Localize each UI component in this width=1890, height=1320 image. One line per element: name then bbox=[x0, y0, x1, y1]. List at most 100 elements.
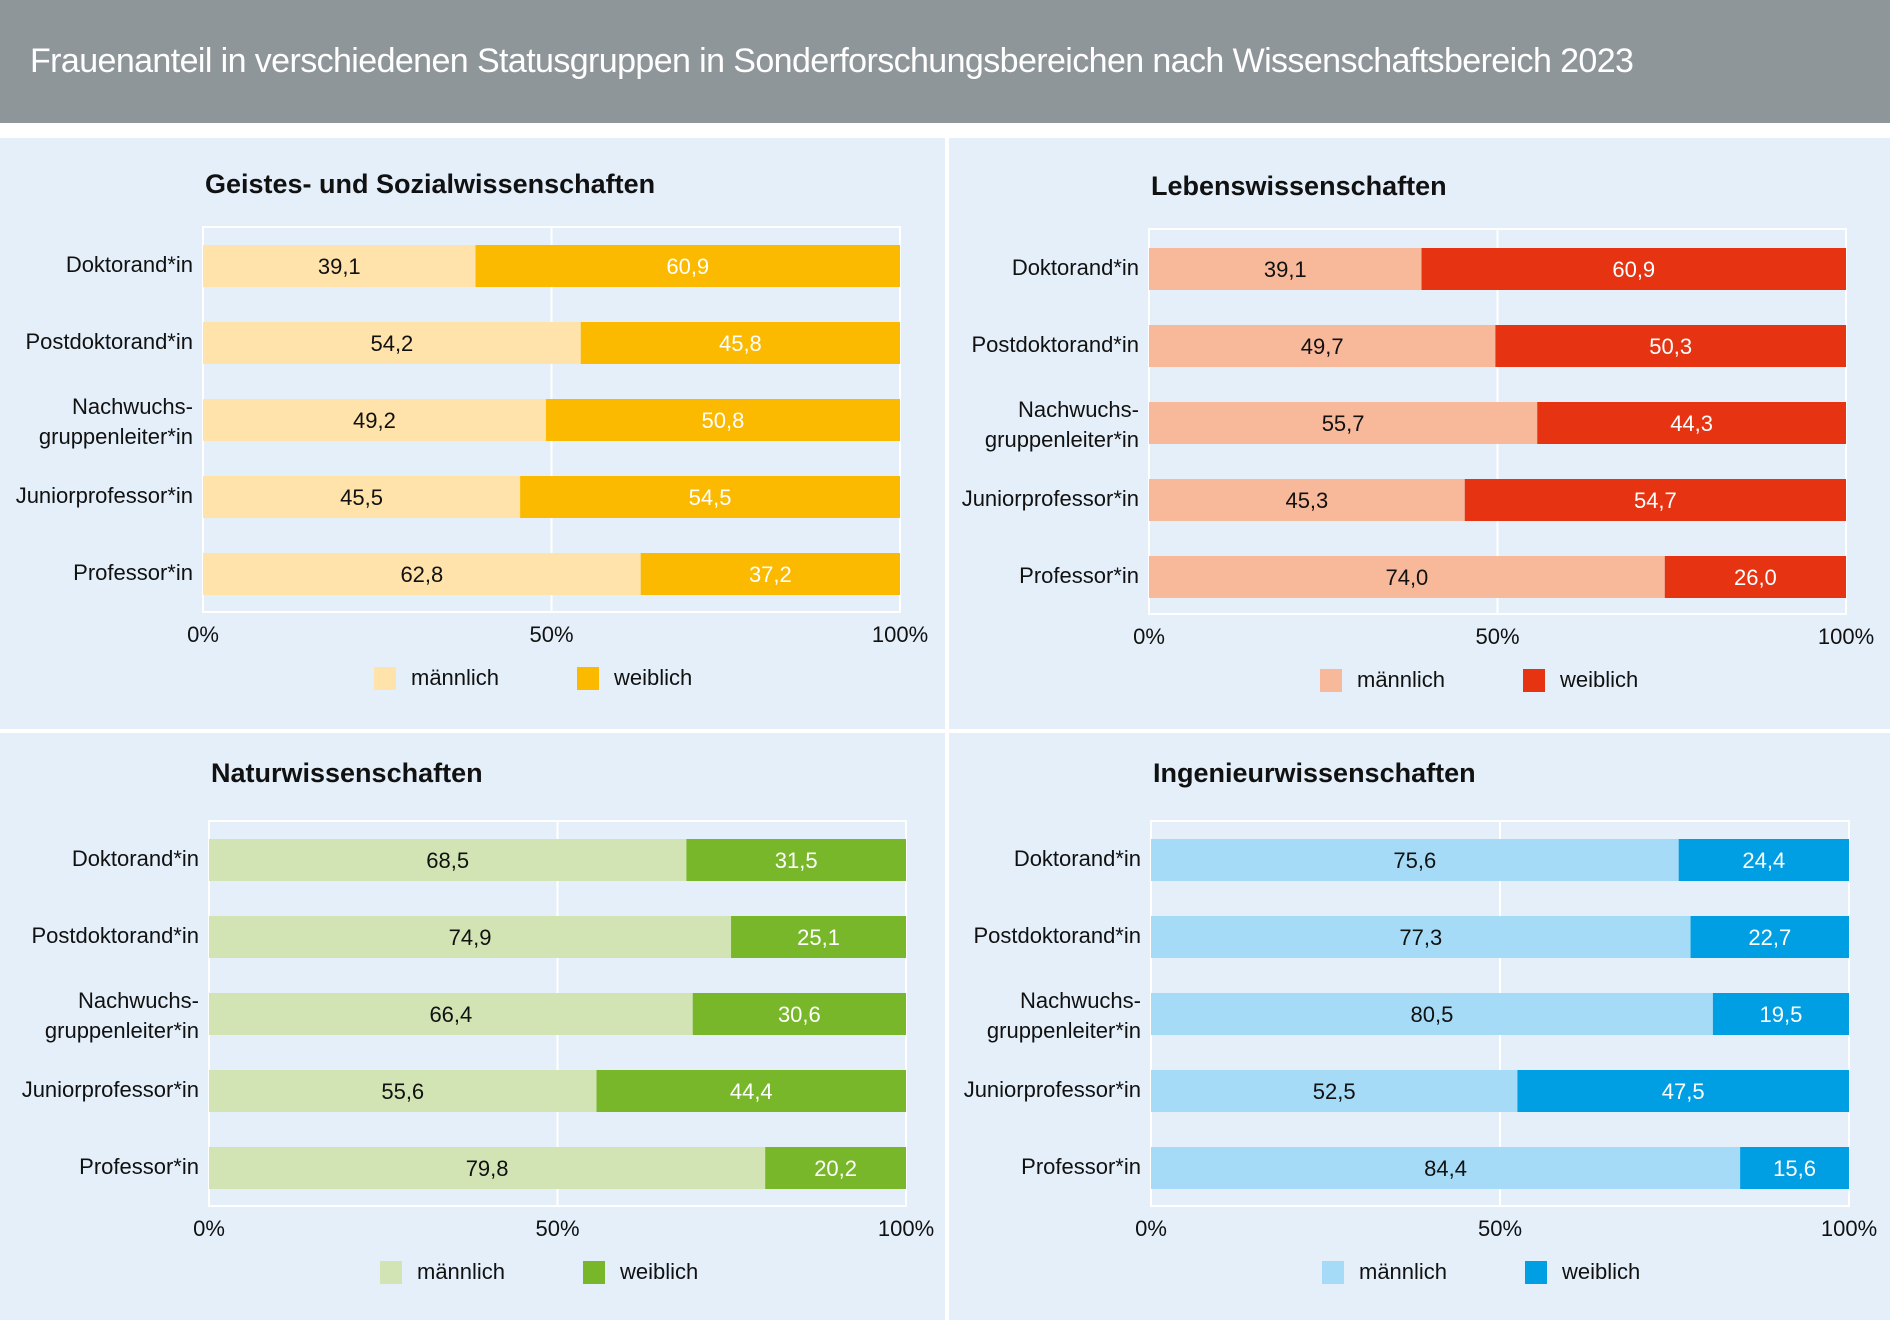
data-label: 74,0 bbox=[1385, 565, 1428, 590]
bar-weiblich bbox=[545, 399, 900, 441]
data-label: 68,5 bbox=[426, 848, 469, 873]
legend-swatch bbox=[583, 1261, 605, 1284]
legend-swatch bbox=[380, 1261, 402, 1284]
bar-maennlich bbox=[209, 993, 693, 1035]
bar-maennlich bbox=[1151, 1147, 1741, 1189]
bar-weiblich bbox=[596, 1070, 906, 1112]
panel-naturwissenschaften: Naturwissenschaften 0% 50% 100% Doktorand*in… bbox=[0, 733, 945, 1320]
chart-title: Lebenswissenschaften bbox=[1151, 171, 1447, 201]
chart-title: Naturwissenschaften bbox=[211, 758, 483, 788]
bar-maennlich bbox=[1149, 325, 1496, 367]
data-label: 54,7 bbox=[1634, 488, 1677, 513]
x-tick-label: 100% bbox=[1821, 1216, 1877, 1241]
data-label: 31,5 bbox=[775, 848, 818, 873]
data-label: 39,1 bbox=[1264, 257, 1307, 282]
data-label: 15,6 bbox=[1773, 1156, 1816, 1181]
category-label: Nachwuchs-gruppenleiter*in bbox=[987, 988, 1141, 1043]
category-label: Juniorprofessor*in bbox=[16, 483, 193, 508]
bar-maennlich bbox=[209, 1070, 597, 1112]
data-label: 84,4 bbox=[1424, 1156, 1467, 1181]
data-label: 26,0 bbox=[1734, 565, 1777, 590]
category-label: Postdoktorand*in bbox=[973, 923, 1141, 948]
bar-maennlich bbox=[203, 553, 641, 595]
bar-maennlich bbox=[209, 916, 732, 958]
category-label: Doktorand*in bbox=[1012, 255, 1139, 280]
chart-svg: Ingenieurwissenschaften 0% 50% 100% Doktoran… bbox=[964, 758, 1877, 1284]
data-label: 52,5 bbox=[1313, 1079, 1356, 1104]
category-label: Professor*in bbox=[1021, 1154, 1141, 1179]
data-label: 74,9 bbox=[449, 925, 492, 950]
data-label: 66,4 bbox=[429, 1002, 472, 1027]
category-label: Professor*in bbox=[1019, 563, 1139, 588]
category-label: Doktorand*in bbox=[66, 252, 193, 277]
bar-weiblich bbox=[731, 916, 906, 958]
bar-weiblich bbox=[1678, 839, 1849, 881]
category-label: Nachwuchs-gruppenleiter*in bbox=[45, 988, 199, 1043]
data-label: 60,9 bbox=[1612, 257, 1655, 282]
data-label: 54,2 bbox=[370, 331, 413, 356]
bar-maennlich bbox=[203, 245, 476, 287]
legend-swatch bbox=[1525, 1261, 1547, 1284]
x-tick-label: 100% bbox=[1818, 624, 1874, 649]
legend-label: männlich bbox=[411, 665, 499, 690]
bar-weiblich bbox=[580, 322, 900, 364]
data-label: 55,6 bbox=[381, 1079, 424, 1104]
bar-weiblich bbox=[520, 476, 900, 518]
bar-weiblich bbox=[1712, 993, 1849, 1035]
bar-maennlich bbox=[203, 322, 581, 364]
data-label: 79,8 bbox=[466, 1156, 509, 1181]
legend-label: männlich bbox=[1357, 667, 1445, 692]
bar-weiblich bbox=[765, 1147, 906, 1189]
data-label: 80,5 bbox=[1411, 1002, 1454, 1027]
bar-weiblich bbox=[640, 553, 900, 595]
data-label: 45,5 bbox=[340, 485, 383, 510]
data-label: 77,3 bbox=[1399, 925, 1442, 950]
category-label: Postdoktorand*in bbox=[25, 329, 193, 354]
data-label: 39,1 bbox=[318, 254, 361, 279]
bar-weiblich bbox=[1537, 402, 1846, 444]
data-label: 62,8 bbox=[400, 562, 443, 587]
x-tick-label: 0% bbox=[1135, 1216, 1167, 1241]
panel-lebenswissenschaften: Lebenswissenschaften 0% 50% 100% Doktorand*i… bbox=[949, 138, 1890, 729]
data-label: 50,8 bbox=[702, 408, 745, 433]
x-tick-label: 50% bbox=[1475, 624, 1519, 649]
legend-swatch bbox=[1322, 1261, 1344, 1284]
bar-maennlich bbox=[1149, 479, 1465, 521]
category-label: Juniorprofessor*in bbox=[962, 486, 1139, 511]
legend-swatch bbox=[577, 667, 599, 690]
bar-maennlich bbox=[1151, 1070, 1518, 1112]
panel-geistes-sozialwissenschaften: Geistes- und Sozialwissenschaften 0% 50% 10… bbox=[0, 138, 945, 729]
legend-label: weiblich bbox=[1561, 1259, 1640, 1284]
legend-label: weiblich bbox=[613, 665, 692, 690]
data-label: 30,6 bbox=[778, 1002, 821, 1027]
x-tick-label: 0% bbox=[187, 622, 219, 647]
bar-weiblich bbox=[1740, 1147, 1849, 1189]
data-label: 50,3 bbox=[1649, 334, 1692, 359]
data-label: 47,5 bbox=[1662, 1079, 1705, 1104]
x-tick-label: 50% bbox=[529, 622, 573, 647]
data-label: 22,7 bbox=[1748, 925, 1791, 950]
bar-maennlich bbox=[209, 839, 687, 881]
bar-weiblich bbox=[692, 993, 906, 1035]
legend-swatch bbox=[1523, 669, 1545, 692]
x-tick-label: 0% bbox=[1133, 624, 1165, 649]
category-label: Nachwuchs-gruppenleiter*in bbox=[985, 397, 1139, 452]
chart-svg: Lebenswissenschaften 0% 50% 100% Doktorand*i… bbox=[962, 171, 1874, 692]
data-label: 44,3 bbox=[1670, 411, 1713, 436]
bar-weiblich bbox=[1517, 1070, 1849, 1112]
bar-maennlich bbox=[1149, 556, 1665, 598]
category-label: Postdoktorand*in bbox=[31, 923, 199, 948]
data-label: 55,7 bbox=[1322, 411, 1365, 436]
x-tick-label: 100% bbox=[878, 1216, 934, 1241]
x-tick-label: 50% bbox=[535, 1216, 579, 1241]
category-label: Juniorprofessor*in bbox=[964, 1077, 1141, 1102]
data-label: 44,4 bbox=[730, 1079, 773, 1104]
category-label: Postdoktorand*in bbox=[971, 332, 1139, 357]
category-label: Doktorand*in bbox=[1014, 846, 1141, 871]
bar-maennlich bbox=[209, 1147, 766, 1189]
bar-weiblich bbox=[1664, 556, 1846, 598]
legend-label: männlich bbox=[1359, 1259, 1447, 1284]
category-label: Juniorprofessor*in bbox=[22, 1077, 199, 1102]
panel-ingenieurwissenschaften: Ingenieurwissenschaften 0% 50% 100% Doktoran… bbox=[949, 733, 1890, 1320]
bar-weiblich bbox=[475, 245, 900, 287]
